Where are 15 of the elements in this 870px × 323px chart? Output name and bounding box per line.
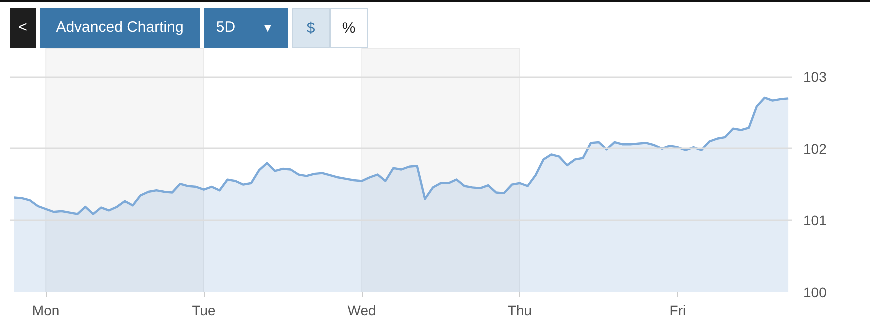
y-tick-label: 102 (804, 140, 828, 157)
x-tick-label: Tue (192, 302, 216, 318)
y-tick-label: 100 (804, 284, 828, 300)
x-tick-label: Mon (32, 302, 60, 318)
x-tick-label: Wed (348, 302, 376, 318)
y-tick-label: 103 (804, 69, 828, 86)
text: < (10, 8, 36, 48)
x-tick-label: Fri (670, 302, 686, 318)
text: Advanced Charting (40, 8, 200, 48)
text: % (330, 8, 368, 48)
y-tick-label: 101 (804, 212, 828, 229)
text: $ (292, 8, 330, 48)
text: ▼ (248, 8, 288, 48)
x-tick-label: Thu (508, 302, 532, 318)
text: 5D (204, 8, 248, 48)
